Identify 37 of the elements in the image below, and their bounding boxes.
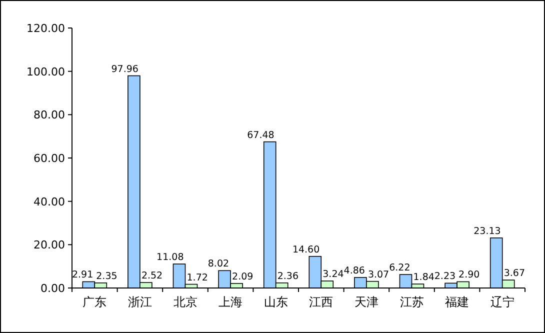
data-label: 11.08 xyxy=(156,252,184,263)
x-tick-label: 辽宁 xyxy=(490,295,514,309)
x-tick-label: 上海 xyxy=(218,295,243,309)
data-label: 97.96 xyxy=(111,64,138,75)
x-tick-label: 广东 xyxy=(82,295,107,309)
x-tick-label: 北京 xyxy=(173,295,198,309)
x-tick-label: 福建 xyxy=(445,295,470,309)
data-label: 6.22 xyxy=(389,262,410,274)
data-label: 2.52 xyxy=(141,270,163,282)
data-label: 1.84 xyxy=(413,272,434,284)
data-label: 2.09 xyxy=(232,271,254,282)
x-tick-label: 天津 xyxy=(354,295,378,309)
x-tick-label: 浙江 xyxy=(128,295,152,309)
data-label: 67.48 xyxy=(247,130,274,141)
x-tick-label: 江西 xyxy=(309,295,334,309)
data-label: 2.23 xyxy=(434,271,456,282)
y-tick-label: 40.00 xyxy=(34,195,65,208)
data-label: 2.36 xyxy=(277,270,299,282)
y-tick-label: 0.00 xyxy=(40,282,65,295)
y-tick-label: 120.00 xyxy=(26,22,65,35)
data-label: 3.24 xyxy=(322,268,344,280)
data-label: 23.13 xyxy=(474,226,501,237)
data-label: 3.67 xyxy=(504,268,526,280)
y-tick-label: 20.00 xyxy=(34,238,65,252)
data-label: 14.60 xyxy=(292,244,320,256)
x-tick-label: 江苏 xyxy=(400,295,424,309)
y-tick-label: 100.00 xyxy=(26,65,65,78)
data-label: 1.72 xyxy=(186,272,208,284)
data-label: 4.86 xyxy=(344,265,365,276)
x-tick-label: 山东 xyxy=(264,295,288,309)
data-label: 2.91 xyxy=(72,270,94,281)
data-label: 3.07 xyxy=(368,269,390,280)
y-tick-label: 60.00 xyxy=(34,152,65,165)
data-label: 2.35 xyxy=(96,270,118,282)
y-tick-label: 80.00 xyxy=(34,108,65,122)
data-label: 8.02 xyxy=(208,258,230,270)
data-label: 2.90 xyxy=(458,270,480,281)
